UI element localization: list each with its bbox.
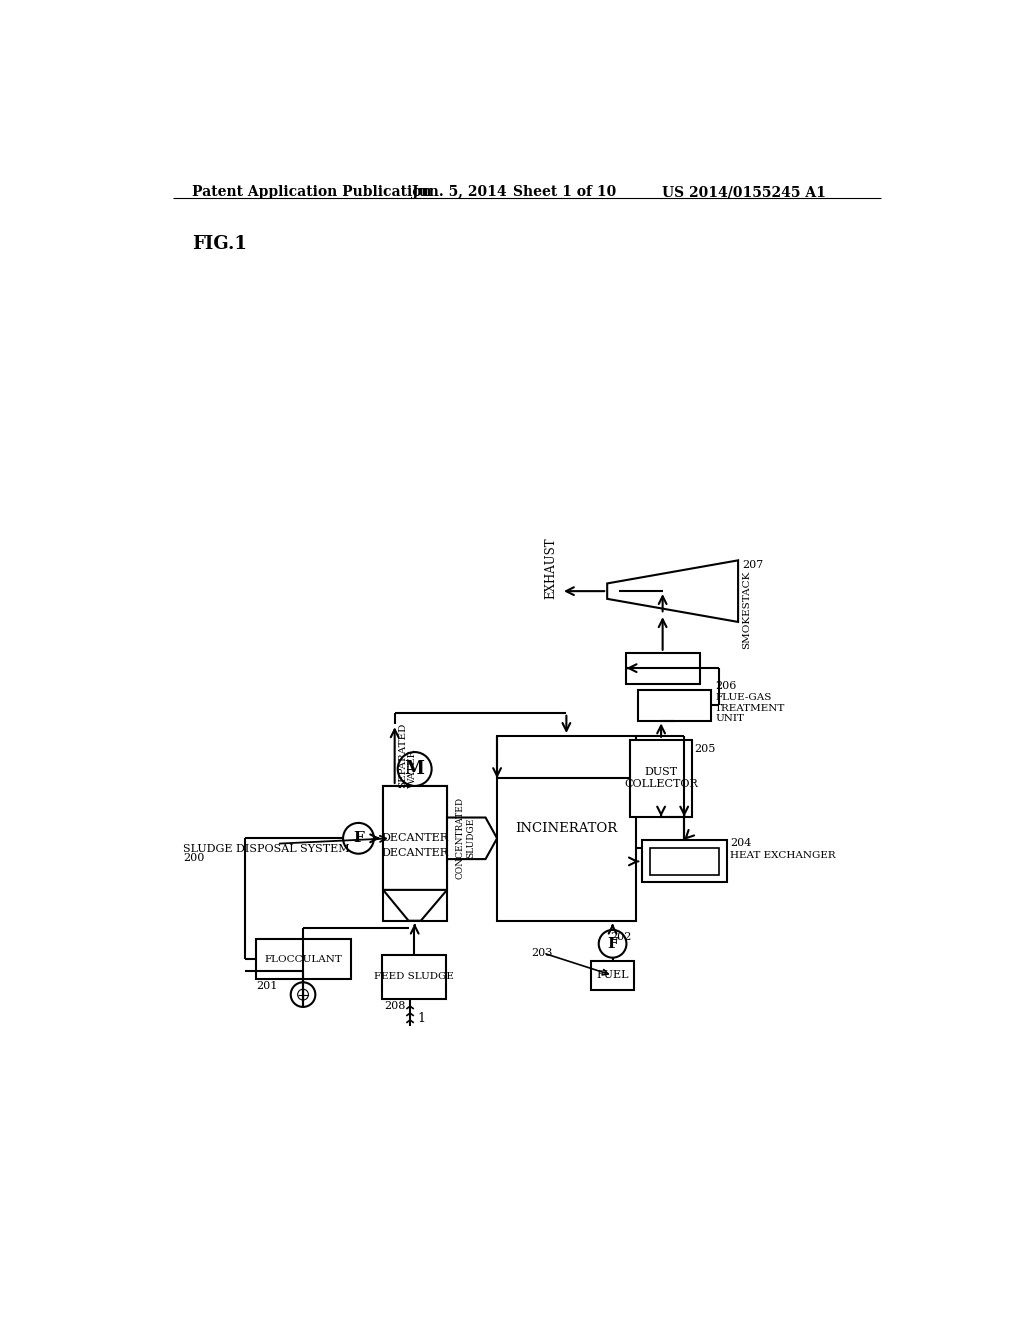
Polygon shape [447,817,497,859]
Text: FIG.1: FIG.1 [193,235,247,253]
Text: INCINERATOR: INCINERATOR [515,822,617,834]
Text: SMOKESTACK: SMOKESTACK [742,572,751,649]
Bar [631,739,692,817]
Text: FUEL: FUEL [596,970,629,981]
Text: 208: 208 [385,1001,407,1011]
Bar [383,785,447,890]
Text: F: F [607,937,618,950]
Bar [591,961,634,990]
Text: EXHAUST: EXHAUST [544,537,557,599]
Bar [642,840,727,882]
Text: FLUE-GAS: FLUE-GAS [715,693,771,702]
Text: 207: 207 [742,561,763,570]
Bar [638,689,711,721]
Polygon shape [383,890,447,921]
Circle shape [298,989,308,1001]
Text: 1: 1 [418,1012,426,1026]
Text: F: F [353,832,364,845]
Text: 206: 206 [715,681,736,690]
Text: 205: 205 [694,743,716,754]
Text: Patent Application Publication: Patent Application Publication [193,185,432,199]
Circle shape [291,982,315,1007]
Text: M: M [404,760,425,777]
Text: UNIT: UNIT [715,714,744,723]
Bar [382,954,446,999]
Circle shape [599,929,627,958]
Text: SEPARATED
WATER: SEPARATED WATER [397,722,417,788]
Circle shape [397,752,432,785]
Text: 204: 204 [730,838,752,849]
Bar [383,785,447,921]
Bar [627,653,699,684]
Text: 200: 200 [183,853,205,863]
Text: FLOCCULANT: FLOCCULANT [264,954,342,964]
Circle shape [343,822,374,854]
Text: 201: 201 [256,981,278,991]
Bar [649,847,719,875]
Bar [497,737,636,921]
Text: DUST
COLLECTOR: DUST COLLECTOR [625,767,698,789]
Text: US 2014/0155245 A1: US 2014/0155245 A1 [662,185,825,199]
Text: 203: 203 [531,948,553,958]
Text: Jun. 5, 2014: Jun. 5, 2014 [412,185,506,199]
Text: HEAT EXCHANGER: HEAT EXCHANGER [730,850,836,859]
Text: SLUDGE DISPOSAL SYSTEM: SLUDGE DISPOSAL SYSTEM [183,843,349,854]
Bar [256,940,351,979]
Text: FEED SLUDGE: FEED SLUDGE [375,973,455,981]
Polygon shape [607,561,738,622]
Text: DECANTER: DECANTER [382,833,449,843]
Text: TREATMENT: TREATMENT [715,704,785,713]
Text: Sheet 1 of 10: Sheet 1 of 10 [513,185,616,199]
Text: 202: 202 [610,932,632,942]
Text: CONCENTRATED
SLUDGE: CONCENTRATED SLUDGE [456,797,475,879]
Text: DECANTER: DECANTER [382,849,449,858]
